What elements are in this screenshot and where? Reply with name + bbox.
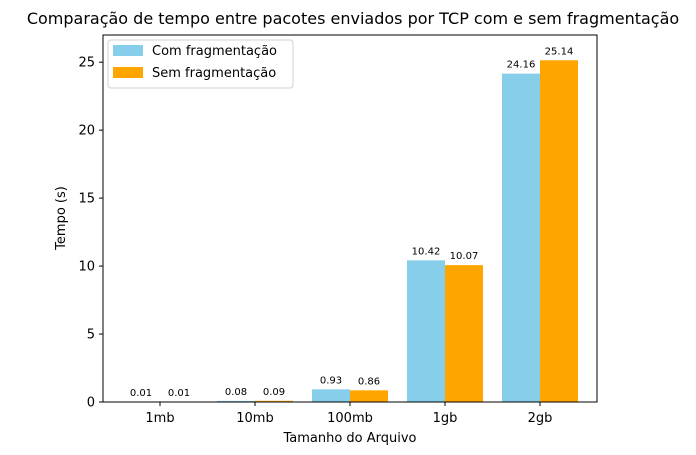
bar-value-label-sem-fragmentacao-1mb: 0.01 [168, 388, 190, 399]
y-axis: 0 5 10 15 20 25 [78, 56, 103, 411]
y-tick-label: 0 [87, 396, 95, 411]
bar-com-fragmentacao-100mb [312, 389, 350, 402]
bar-sem-fragmentacao-10mb [255, 400, 293, 402]
chart-title: Comparação de tempo entre pacotes enviad… [27, 9, 679, 28]
x-tick-label-10mb: 10mb [236, 411, 273, 426]
bar-value-label-com-fragmentacao-10mb: 0.08 [225, 387, 247, 398]
bar-value-label-sem-fragmentacao-100mb: 0.86 [358, 376, 380, 387]
bar-value-label-com-fragmentacao-1gb: 10.42 [412, 246, 441, 257]
x-tick-label-1gb: 1gb [433, 411, 458, 426]
y-axis-label: Tempo (s) [54, 186, 69, 251]
plot-area: 0.01 0.08 0.93 10.42 24.16 0.01 0.09 0.86 10.07 2… [122, 46, 578, 402]
y-tick-label: 25 [78, 56, 95, 71]
x-tick-label-2gb: 2gb [528, 411, 553, 426]
bar-sem-fragmentacao-1gb [445, 265, 483, 402]
x-axis-label: Tamanho do Arquivo [282, 431, 416, 446]
y-tick-label: 5 [87, 328, 95, 343]
bar-com-fragmentacao-1gb [407, 260, 445, 402]
bar-sem-fragmentacao-2gb [540, 60, 578, 402]
bar-value-label-com-fragmentacao-1mb: 0.01 [130, 388, 152, 399]
legend-swatch-sem-fragmentacao [113, 67, 143, 78]
x-tick-label-100mb: 100mb [327, 411, 373, 426]
bar-value-label-sem-fragmentacao-1gb: 10.07 [450, 251, 479, 262]
legend-box [107, 39, 294, 89]
legend-label-sem-fragmentacao: Sem fragmentação [152, 66, 276, 81]
bar-sem-fragmentacao-100mb [350, 390, 388, 402]
y-tick-label: 20 [78, 124, 95, 139]
y-tick-label: 10 [78, 260, 95, 275]
bar-value-label-sem-fragmentacao-2gb: 25.14 [545, 46, 574, 57]
bar-com-fragmentacao-2gb [502, 73, 540, 402]
x-tick-label-1mb: 1mb [145, 411, 174, 426]
bar-value-label-sem-fragmentacao-10mb: 0.09 [263, 387, 285, 398]
bar-com-fragmentacao-10mb [217, 400, 255, 402]
bar-value-label-com-fragmentacao-100mb: 0.93 [320, 375, 342, 386]
x-axis: 1mb 10mb 100mb 1gb 2gb [145, 402, 552, 426]
legend-label-com-fragmentacao: Com fragmentação [152, 44, 277, 59]
y-tick-label: 15 [78, 192, 95, 207]
legend-swatch-com-fragmentacao [113, 45, 143, 56]
legend: Com fragmentação Sem fragmentação [107, 39, 294, 89]
bar-value-label-com-fragmentacao-2gb: 24.16 [507, 60, 536, 71]
